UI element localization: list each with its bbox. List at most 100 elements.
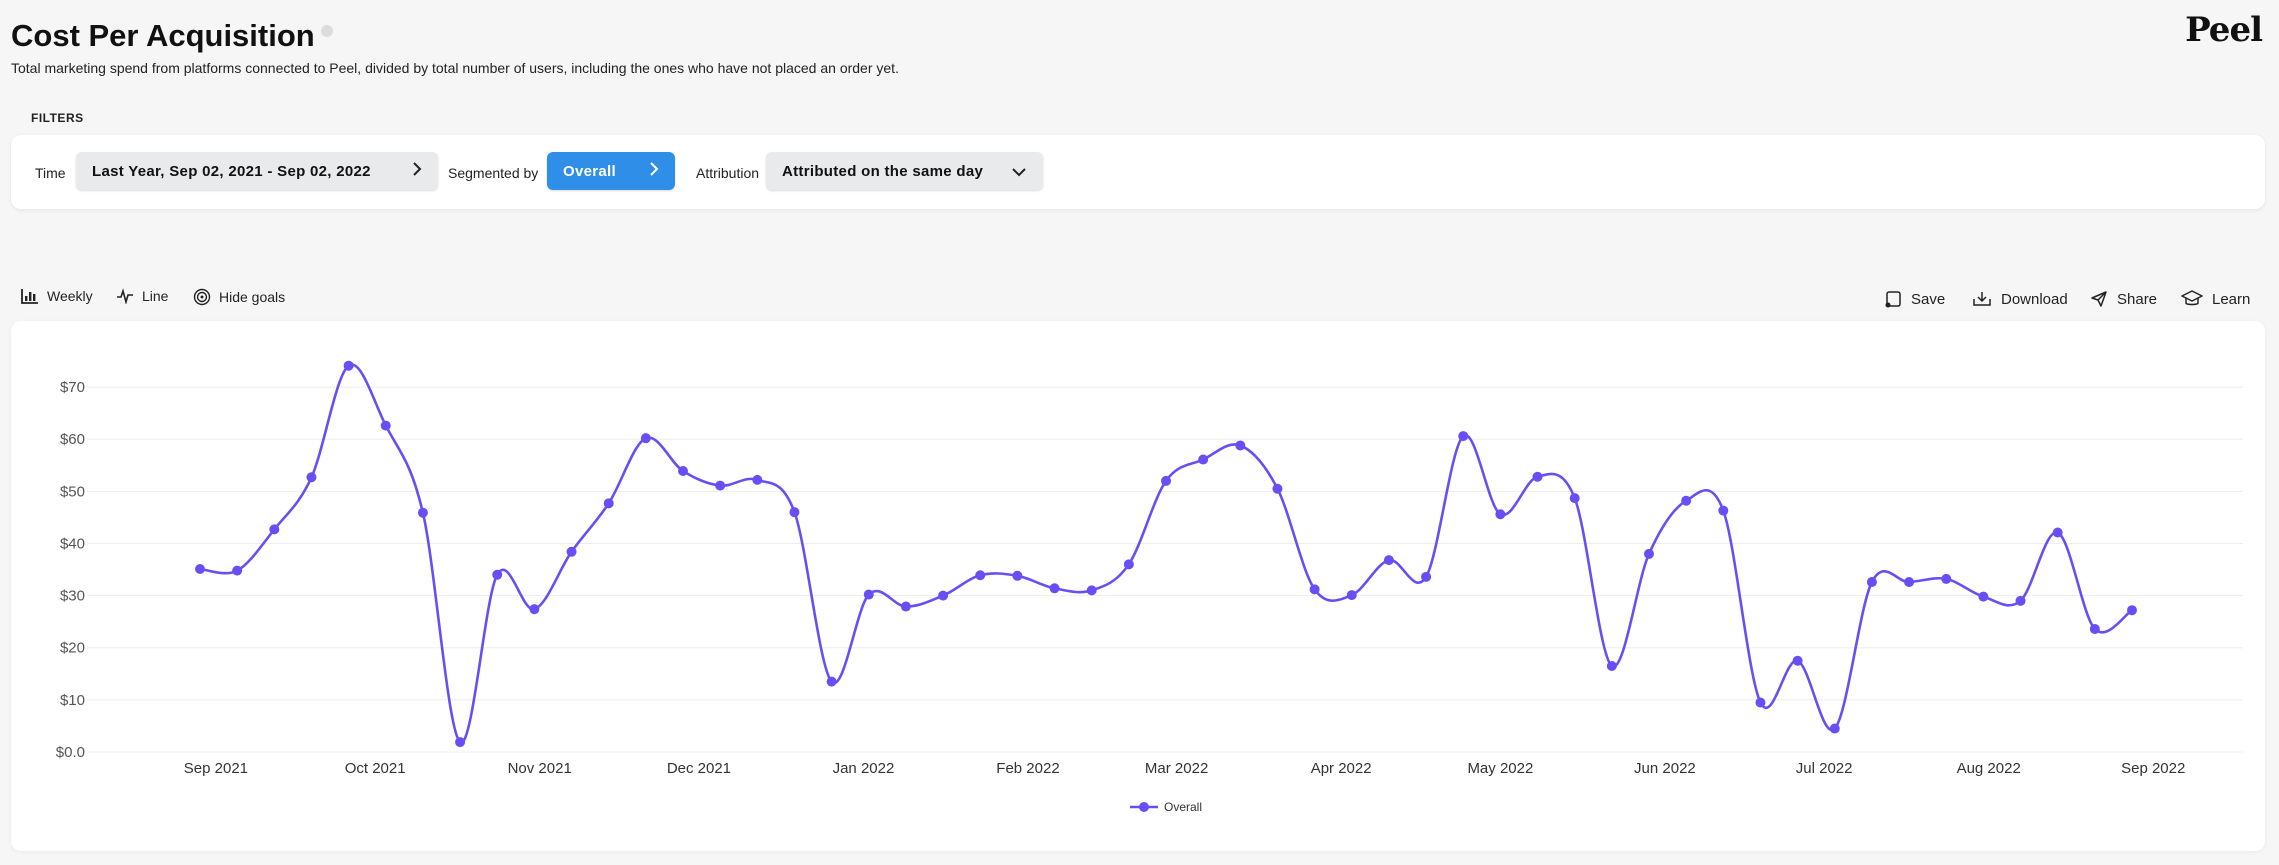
time-label: Time [35, 165, 66, 181]
chart-card: $0.0 $10 $20 $30 $40 $50 $60 $70 Sep 2021 Oct 202… [11, 321, 2265, 851]
x-tick-label: Jul 2022 [1796, 760, 1853, 777]
data-point [380, 420, 391, 431]
data-point [1978, 591, 1989, 602]
save-icon [1885, 291, 1901, 308]
data-point [566, 546, 577, 557]
data-point [715, 480, 726, 491]
x-tick-label: May 2022 [1467, 760, 1533, 777]
x-tick-label: Feb 2022 [996, 760, 1059, 777]
download-icon [1973, 292, 1991, 306]
save-button[interactable]: Save [1884, 290, 1945, 308]
share-button[interactable]: Share [2090, 290, 2157, 308]
data-point [789, 507, 800, 518]
learn-button[interactable]: Learn [2181, 290, 2250, 308]
chevron-right-icon [412, 161, 422, 182]
learn-label: Learn [2212, 290, 2251, 308]
data-point [900, 601, 911, 612]
data-point [2052, 527, 2063, 538]
x-tick-label: Dec 2021 [667, 760, 731, 777]
data-point [678, 466, 688, 477]
data-point [1755, 697, 1766, 708]
x-tick-label: Nov 2021 [508, 760, 572, 777]
save-label: Save [1911, 290, 1946, 308]
data-point [1792, 655, 1803, 666]
data-point [1012, 570, 1023, 581]
segment-filter-button[interactable]: Overall [547, 152, 675, 190]
data-point [1718, 505, 1729, 516]
data-point [1644, 548, 1654, 559]
page-title: Cost Per Acquisition [11, 18, 333, 54]
data-point [1123, 559, 1134, 570]
y-tick-label: $30 [60, 588, 85, 605]
data-point [2089, 623, 2100, 634]
weekly-label: Weekly [47, 288, 93, 304]
data-point [752, 474, 763, 485]
data-point [1421, 571, 1432, 582]
y-tick-label: $20 [60, 640, 85, 657]
data-point [195, 564, 205, 575]
x-tick-label: Oct 2021 [345, 760, 406, 777]
hide-goals-toggle[interactable]: Hide goals [193, 288, 285, 306]
download-button[interactable]: Download [1972, 290, 2068, 308]
data-point [1161, 475, 1171, 486]
time-filter-button[interactable]: Last Year, Sep 02, 2021 - Sep 02, 2022 [76, 152, 438, 190]
segment-label: Segmented by [448, 165, 539, 181]
data-point [640, 433, 651, 444]
y-tick-label: $70 [60, 379, 85, 396]
page-title-text: Cost Per Acquisition [11, 18, 315, 53]
data-point [1532, 471, 1543, 482]
data-point [975, 570, 986, 581]
line-toggle[interactable]: Line [116, 288, 168, 304]
data-point [1458, 431, 1469, 442]
data-point [826, 676, 837, 687]
chevron-right-icon [649, 161, 659, 182]
hide-goals-label: Hide goals [219, 289, 286, 305]
data-point [1904, 577, 1915, 588]
data-point [1346, 590, 1357, 601]
x-tick-label: Sep 2022 [2121, 760, 2185, 777]
cpa-line-chart: $0.0 $10 $20 $30 $40 $50 $60 $70 Sep 2021 Oct 202… [56, 360, 2243, 814]
attribution-label: Attribution [696, 165, 760, 181]
x-tick-label: Jun 2022 [1634, 760, 1696, 777]
data-point [1941, 573, 1952, 584]
data-point [1383, 555, 1394, 566]
legend-label: Overall [1164, 800, 1202, 814]
x-tick-label: Sep 2021 [184, 760, 248, 777]
filter-card: Time Last Year, Sep 02, 2021 - Sep 02, 2… [11, 135, 2265, 209]
peel-logo: Peel [2185, 10, 2263, 50]
data-point [1086, 585, 1097, 596]
data-point [343, 360, 354, 371]
x-tick-label: Jan 2022 [833, 760, 895, 777]
share-label: Share [2117, 290, 2158, 308]
y-tick-label: $40 [60, 535, 85, 552]
info-icon[interactable] [320, 25, 333, 37]
data-point [417, 507, 428, 518]
data-point [1272, 483, 1283, 494]
weekly-toggle[interactable]: Weekly [21, 288, 93, 304]
data-point [603, 498, 614, 509]
chevron-down-icon [1011, 161, 1027, 182]
segment-filter-value: Overall [563, 162, 616, 180]
data-point [269, 524, 280, 535]
y-tick-label: $60 [60, 431, 85, 448]
data-point [1681, 495, 1692, 506]
data-point [1049, 583, 1060, 594]
data-point [492, 569, 503, 580]
data-point [863, 589, 874, 600]
filters-label: FILTERS [31, 111, 84, 125]
data-point [529, 604, 540, 615]
data-point [1198, 454, 1209, 465]
attribution-dropdown[interactable]: Attributed on the same day [766, 152, 1043, 190]
x-tick-label: Aug 2022 [1957, 760, 2021, 777]
attribution-value: Attributed on the same day [782, 162, 984, 180]
bar-chart-icon [21, 289, 38, 304]
data-point [1309, 584, 1320, 595]
data-point [2127, 605, 2137, 616]
data-point [1866, 577, 1877, 588]
data-point [232, 565, 243, 576]
data-point [2015, 595, 2026, 606]
download-label: Download [2001, 290, 2068, 308]
legend-marker [1139, 802, 1149, 812]
data-point [1495, 509, 1506, 520]
x-tick-label: Mar 2022 [1145, 760, 1208, 777]
